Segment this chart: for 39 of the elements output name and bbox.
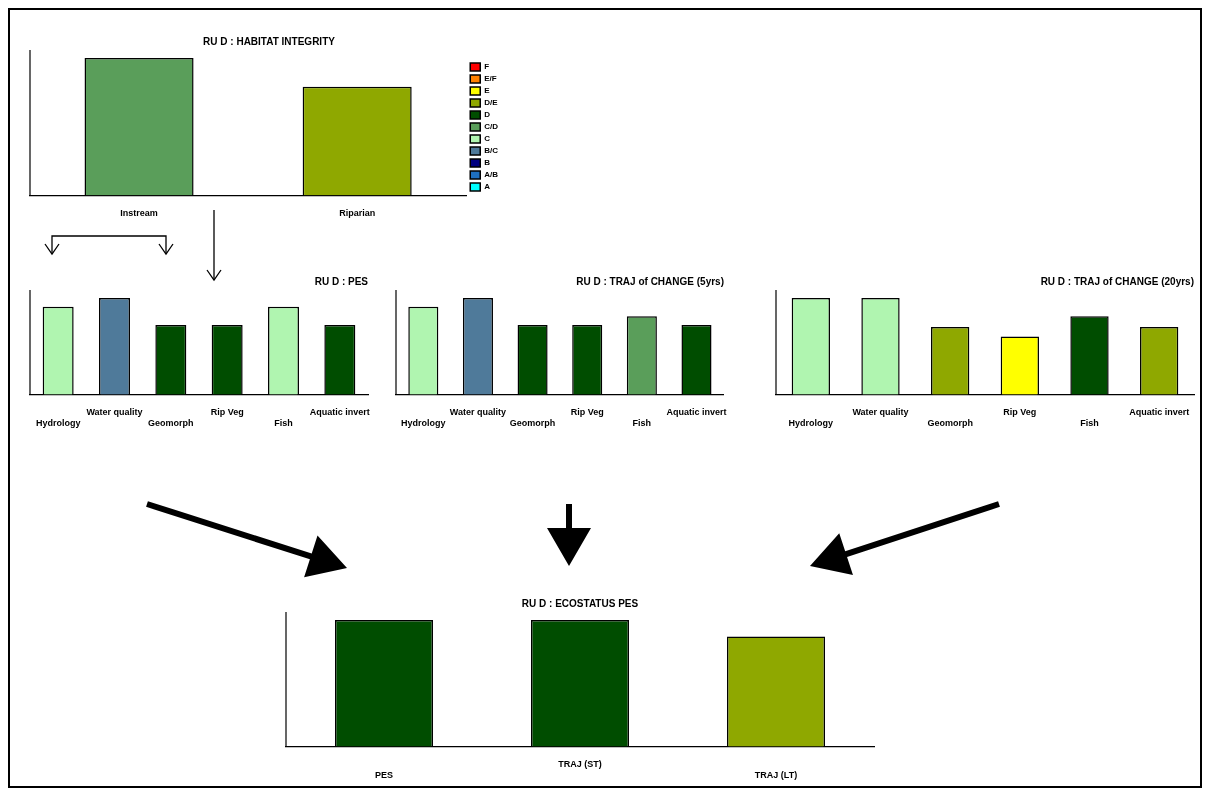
- x-tick-label: Hydrology: [788, 418, 834, 429]
- legend-label: E/F: [484, 74, 497, 84]
- x-tick-label: TRAJ (LT): [754, 770, 798, 781]
- legend-label: B: [484, 158, 491, 168]
- legend-label: E: [484, 86, 491, 96]
- x-tick-label: Aquatic invert: [309, 407, 370, 418]
- legend-label: A/B: [484, 170, 499, 180]
- chart-title: RU D : ECOSTATUS PES: [521, 597, 639, 609]
- x-tick-label: Geomorph: [509, 418, 556, 429]
- chart-title: RU D : HABITAT INTEGRITY: [203, 35, 336, 47]
- x-tick-label: Rip Veg: [1003, 407, 1037, 418]
- x-tick-label: Fish: [1080, 418, 1099, 429]
- x-tick-label: Rip Veg: [570, 407, 604, 418]
- x-tick-label: Hydrology: [401, 418, 446, 429]
- legend-label: F: [484, 62, 490, 72]
- chart-title: RU D : TRAJ of CHANGE (5yrs): [576, 275, 724, 287]
- chart-title: RU D : TRAJ of CHANGE (20yrs): [1040, 275, 1194, 287]
- x-tick-label: TRAJ (ST): [558, 759, 602, 770]
- legend-label: C: [484, 134, 491, 144]
- x-tick-label: Riparian: [339, 208, 376, 219]
- x-tick-label: Instream: [120, 208, 158, 219]
- x-tick-label: Geomorph: [927, 418, 973, 429]
- legend-label: C/D: [484, 122, 499, 132]
- x-tick-label: Aquatic invert: [1129, 407, 1190, 418]
- x-tick-label: PES: [374, 770, 394, 781]
- x-tick-label: Hydrology: [35, 418, 81, 429]
- legend-label: D: [484, 110, 491, 120]
- x-tick-label: Water quality: [86, 407, 143, 418]
- x-tick-label: Aquatic invert: [666, 407, 727, 418]
- legend-label: B/C: [484, 146, 499, 156]
- x-tick-label: Water quality: [449, 407, 507, 418]
- x-tick-label: Water quality: [852, 407, 909, 418]
- x-tick-label: Fish: [274, 418, 293, 429]
- legend-label: A: [484, 182, 491, 192]
- legend-label: D/E: [484, 98, 499, 108]
- x-tick-label: Fish: [632, 418, 652, 429]
- x-tick-label: Rip Veg: [210, 407, 244, 418]
- chart-title: RU D : PES: [314, 275, 369, 287]
- x-tick-label: Geomorph: [148, 418, 194, 429]
